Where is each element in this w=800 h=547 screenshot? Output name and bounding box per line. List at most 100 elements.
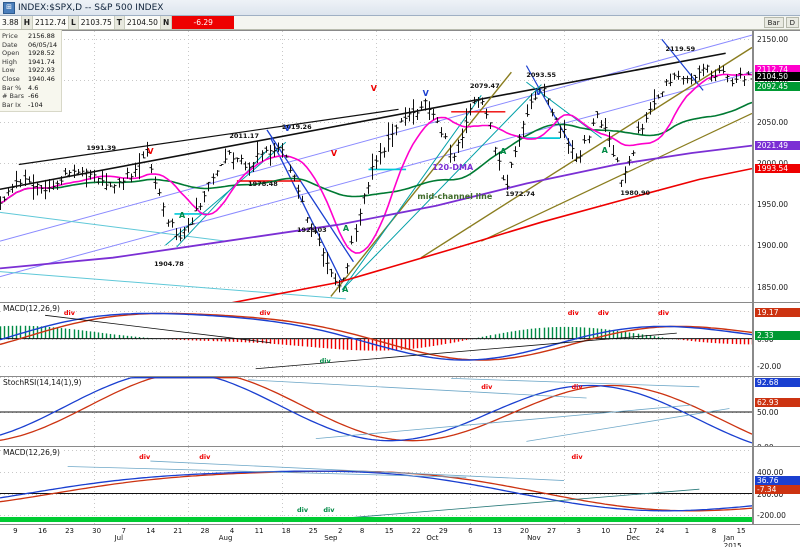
price-annotation: 1904.78 [154,260,184,269]
quote-value-0: 3.88 [0,16,22,29]
price-badge: 2104.50 [755,72,800,82]
dma-label: 120-DMA [432,162,474,172]
bar-type-button[interactable]: Bar [763,17,784,28]
quote-toolbar: 3.88 H 2112.74 L 2103.75 T 2104.50 N -6.… [0,16,800,30]
price-annotation: 1980.90 [620,189,650,198]
pivot-marker-v: V [370,83,377,93]
toolbar-buttons[interactable]: Bar D [763,16,800,29]
x-month-label: Jan 2015 [723,534,742,547]
x-tick-label: 20 [520,527,529,535]
price-annotation: 2079.47 [470,82,500,91]
readout-key: Price [2,32,18,40]
stochrsi-pane-header: StochRSI(14,14(1),9) [2,378,83,387]
readout-row: Close 1940.46 [2,75,60,84]
macd-lower-pane-y-axis[interactable]: -200.00 200.00 400.00 36.76 -7.34 [752,447,800,526]
x-tick-label: 17 [628,527,638,535]
x-tick-label: 22 [411,527,421,535]
macd-upper-pane-plot[interactable] [0,303,752,377]
y-tick-label: 1850.00 [757,282,789,292]
pivot-marker-v: V [535,87,542,97]
price-pane-y-axis[interactable]: 1850.001900.001950.002000.002050.002100.… [752,31,800,303]
period-button[interactable]: D [785,17,799,28]
readout-value: 2156.88 [28,32,55,40]
divergence-label: div [319,357,331,365]
price-annotation: 2019.26 [282,123,312,132]
y-tick-label: 1900.00 [757,241,789,251]
quote-label-last: T [114,16,125,29]
readout-key: Low [2,66,15,75]
readout-row: Date 06/05/14 [2,41,60,50]
x-tick-label: 13 [492,527,502,535]
divergence-label: div [297,506,309,514]
quote-label-net: N [160,16,173,29]
readout-key: # Bars [2,92,25,101]
quote-label-low: L [69,16,79,29]
readout-value: 1940.46 [28,74,55,83]
x-tick-label: 2 [338,527,343,535]
x-tick-label: 18 [281,527,291,535]
x-month-label: Nov [527,534,541,542]
price-badge: 2092.45 [755,82,800,92]
quote-change-badge: -6.29 [172,16,235,29]
x-month-label: Sep [324,534,338,542]
stochrsi-pane-plot[interactable] [0,377,752,447]
x-month-label: Dec [626,534,640,542]
readout-row: Low 1922.93 [2,66,60,75]
x-tick-label: 8 [359,527,365,535]
pivot-marker-a: A [342,223,350,233]
y-tick-label: 2050.00 [757,117,789,127]
pivot-marker-v: V [147,147,154,157]
readout-row: Open 1928.52 [2,49,60,58]
divergence-label: div [199,453,211,461]
readout-key: Date [2,40,18,49]
price-annotation: 2093.55 [526,70,556,79]
divergence-label: div [323,506,335,514]
divergence-label: div [658,309,670,317]
x-tick-label: 15 [736,527,746,535]
price-annotation: 1991.39 [86,144,117,153]
price-badge: 2.33 [755,330,800,340]
price-pane-plot[interactable] [0,31,752,303]
stochrsi-pane: StochRSI(14,14(1),9)divdiv0.0050.0092.68… [0,376,800,452]
y-tick-label: 2000.00 [757,159,788,168]
price-badge: 36.76 [755,476,800,486]
price-annotation: 2011.17 [229,131,259,140]
pivot-marker-v: V [422,89,429,99]
x-tick-label: 16 [38,527,47,535]
y-tick-label: 400.00 [757,467,784,477]
readout-row: # Bars -66 [2,92,60,101]
x-month-label: Aug [218,534,233,542]
readout-key: Open [2,49,20,58]
x-month-label: Oct [426,534,439,542]
pivot-marker-v: V [284,124,291,134]
mid-channel-label: mid-channel line [417,192,493,202]
readout-key: Bar % [2,83,22,92]
divergence-label: div [597,309,609,317]
price-badge: -7.34 [755,484,800,494]
price-pane: 1991.39 2011.17 2019.26 1978.48 1926.03 1904.… [0,30,800,303]
x-tick-label: 9 [13,527,18,535]
readout-key: High [2,57,17,66]
divergence-label: div [139,453,151,461]
x-tick-label: 30 [92,527,102,535]
pivot-marker-a: A [342,284,349,294]
x-tick-label: 15 [384,527,394,535]
chart-window-icon: ⊞ [3,1,15,14]
readout-value: -104 [28,100,43,109]
x-tick-label: 25 [308,527,318,535]
readout-row: Price 2156.88 [2,32,60,41]
readout-value: 1922.93 [28,66,55,75]
y-tick-label: 2150.00 [757,35,789,45]
readout-value: 06/05/14 [28,40,58,49]
price-badge: 92.68 [755,377,800,387]
price-annotation: 1972.74 [505,190,535,199]
readout-row: Bar Ix -104 [2,101,60,110]
x-tick-label: 10 [601,527,611,535]
macd-lower-pane: MACD(12,26,9) div div div div div -200.00 200.0… [0,446,800,526]
macd-lower-pane-plot[interactable] [0,447,752,526]
readout-row: Bar % 4.6 [2,84,60,93]
price-badge: 2112.74 [755,65,800,75]
toolbar-spacer [234,16,763,29]
